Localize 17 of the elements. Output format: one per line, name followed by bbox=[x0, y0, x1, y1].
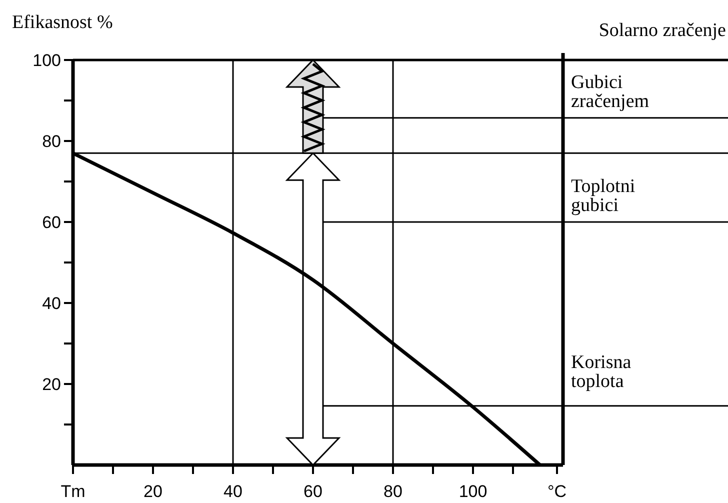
x-tick-label: 20 bbox=[144, 482, 162, 501]
ref-line-label: Toplotni gubici bbox=[571, 176, 636, 216]
text: Solarno zračenje bbox=[598, 20, 726, 41]
x-tick-label: °C bbox=[547, 482, 567, 501]
x-tick-label: 60 bbox=[304, 482, 322, 501]
y-axis-title: Efikasnost % bbox=[12, 12, 113, 33]
x-tick-label: 40 bbox=[224, 482, 242, 501]
ref-line-label: Gubici zračenjem bbox=[571, 72, 650, 112]
x-tick-label: 80 bbox=[384, 482, 402, 501]
y-tick-label: 100 bbox=[32, 51, 61, 70]
y-tick-label: 80 bbox=[42, 132, 61, 151]
ref-line-label: Korisna toplota bbox=[571, 352, 632, 392]
x-tick-label: 100 bbox=[458, 482, 488, 501]
x-tick-label: Tm bbox=[60, 482, 86, 501]
y-tick-label: 40 bbox=[42, 294, 61, 313]
y-tick-label: 60 bbox=[42, 213, 61, 232]
y-tick-label: 20 bbox=[42, 375, 61, 394]
